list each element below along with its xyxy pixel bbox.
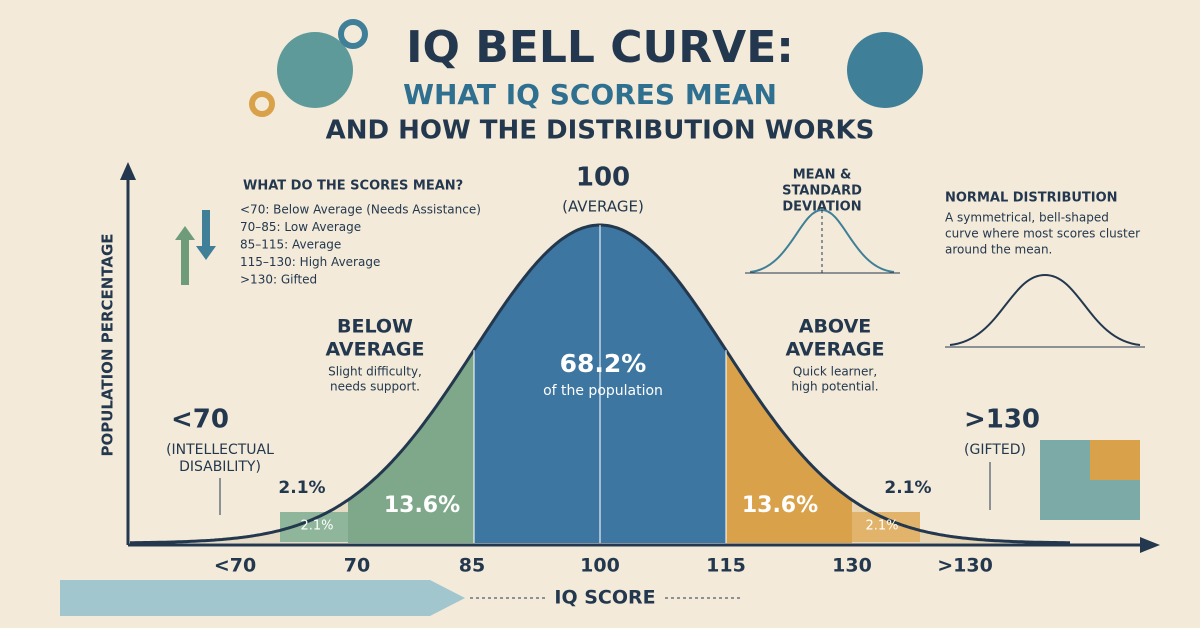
callout-title: AVERAGE (785, 339, 884, 361)
x-label: 70 (344, 555, 370, 577)
x-label: 85 (459, 555, 485, 577)
percent-label: 13.6% (742, 493, 818, 518)
percent-label: 2.1% (300, 519, 333, 534)
callout-note: high potential. (791, 380, 878, 394)
percent-label: 2.1% (884, 478, 931, 498)
tail-label: DISABILITY) (179, 459, 261, 475)
panel-title: DEVIATION (782, 200, 861, 215)
gear-icon (338, 19, 368, 49)
key-item: 115–130: High Average (240, 255, 380, 269)
callout-note: needs support. (330, 380, 420, 394)
title: IQ BELL CURVE: (406, 22, 794, 73)
axis-arrow (120, 162, 136, 180)
y-axis-label: POPULATION PERCENTAGE (99, 233, 117, 456)
callout-title: AVERAGE (325, 339, 424, 361)
tail-label: (INTELLECTUAL (166, 442, 274, 458)
tail-score: >130 (964, 405, 1040, 435)
x-label: 130 (832, 555, 872, 577)
x-label: 100 (580, 555, 620, 577)
gear-icon (249, 91, 275, 117)
callout-title: ABOVE (799, 316, 872, 338)
x-label: >130 (937, 555, 993, 577)
x-axis-label: IQ SCORE (554, 587, 655, 609)
x-label: <70 (214, 555, 256, 577)
subtitle: AND HOW THE DISTRIBUTION WORKS (326, 116, 875, 146)
percent-label: 68.2% (560, 349, 647, 378)
arrow-icon (196, 210, 216, 260)
percent-note: of the population (543, 383, 663, 399)
panel-text: curve where most scores cluster (945, 227, 1140, 241)
panel-title: MEAN & (793, 168, 852, 183)
arrow-band (60, 580, 465, 616)
percent-label: 2.1% (278, 478, 325, 498)
axis-arrow (1140, 537, 1160, 553)
center-score: 100 (576, 163, 630, 193)
puzzle-icon (1090, 440, 1140, 480)
key-item: >130: Gifted (240, 273, 317, 287)
key-item: <70: Below Average (Needs Assistance) (240, 203, 481, 217)
callout-note: Quick learner, (793, 365, 877, 379)
bell-curve (130, 223, 1070, 545)
key-title: WHAT DO THE SCORES MEAN? (243, 179, 463, 194)
center-label: (AVERAGE) (562, 198, 644, 216)
x-label: 115 (706, 555, 746, 577)
arrow-icon (175, 226, 195, 285)
tail-label: (GIFTED) (964, 442, 1026, 458)
head-icon (277, 32, 353, 108)
tail-score: <70 (171, 405, 229, 435)
percent-label: 13.6% (384, 493, 460, 518)
subtitle: WHAT IQ SCORES MEAN (403, 78, 777, 111)
panel-text: A symmetrical, bell-shaped (945, 211, 1109, 225)
mini-curve (949, 273, 1141, 346)
key-item: 85–115: Average (240, 238, 341, 252)
key-item: 70–85: Low Average (240, 220, 361, 234)
percent-label: 2.1% (865, 519, 898, 534)
head-icon (847, 32, 923, 108)
callout-title: BELOW (337, 316, 413, 338)
callout-note: Slight difficulty, (328, 365, 422, 379)
panel-title: STANDARD (782, 184, 862, 199)
panel-text: around the mean. (945, 243, 1052, 257)
panel-title: NORMAL DISTRIBUTION (945, 191, 1118, 206)
